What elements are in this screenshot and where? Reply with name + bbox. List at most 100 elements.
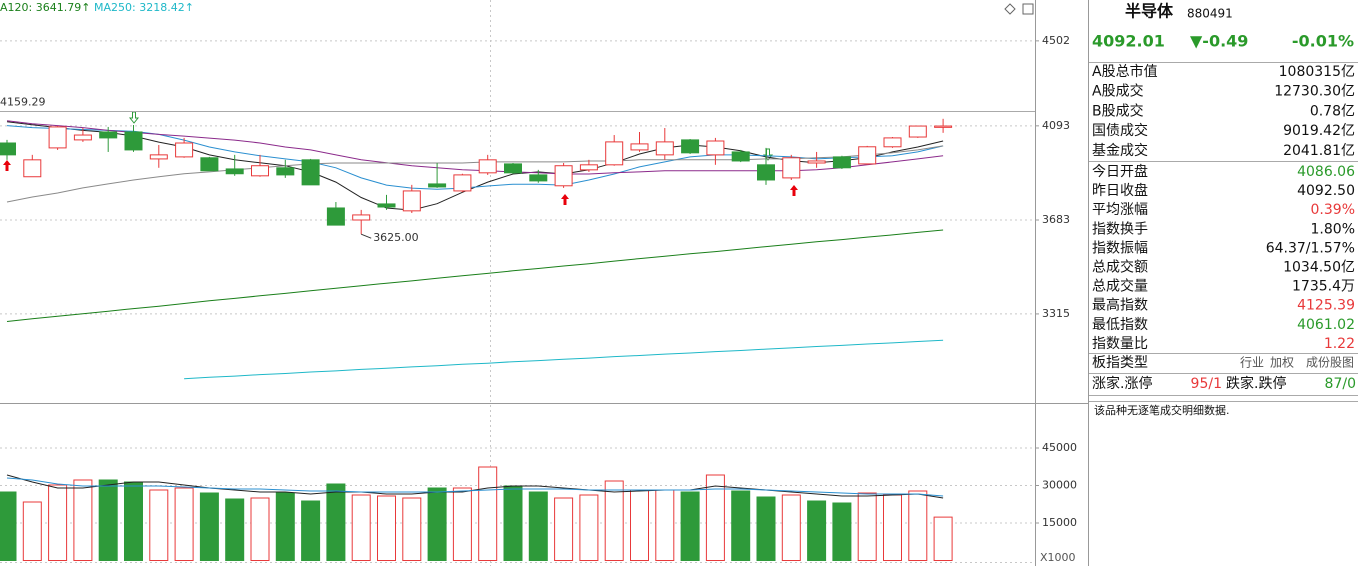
volume-bar (427, 487, 447, 561)
change-pct: -0.01% (1292, 32, 1354, 51)
row-label: 今日开盘 (1092, 163, 1148, 180)
y-tick-label: 30000 (1042, 479, 1077, 492)
volume-bar (680, 491, 700, 561)
volume-bar (857, 492, 877, 561)
candle-body (428, 183, 447, 188)
volume-bar (908, 490, 928, 561)
row-label: 基金成交 (1092, 142, 1148, 159)
row-label: 板指类型 (1092, 355, 1148, 371)
volume-bar (301, 500, 321, 561)
candle-body (377, 203, 396, 208)
row-label: 平均涨幅 (1092, 202, 1148, 218)
volume-bar (174, 487, 194, 561)
row-label: 跌家.跌停 (1226, 375, 1286, 392)
candle-body (73, 134, 92, 141)
candle-body (453, 174, 472, 192)
y-tick-label: 3315 (1042, 307, 1070, 320)
row-value: 4125.39 (1297, 298, 1355, 314)
ma-line (6, 145, 944, 203)
row-label: 总成交量 (1092, 278, 1148, 295)
ma-line (6, 120, 944, 175)
volume-bar (528, 491, 548, 561)
candle-body (807, 160, 826, 164)
ma-line (6, 477, 944, 497)
candle-body (149, 154, 168, 160)
row-value: 1735.4万 (1292, 279, 1355, 295)
volume-bar (98, 479, 118, 561)
candle-body (478, 159, 497, 174)
volume-bar (250, 497, 270, 561)
candle-body (48, 126, 67, 149)
ma-line (184, 339, 944, 380)
volume-bar (883, 494, 902, 561)
row-value: 9019.42亿 (1283, 123, 1355, 139)
ma-line (6, 229, 944, 322)
change: ▼-0.49 (1190, 32, 1248, 51)
candle-body (731, 151, 750, 162)
volume-bar (149, 489, 169, 561)
price-line-label: 4159.29 (0, 96, 46, 109)
candle-body (706, 140, 725, 156)
candle-body (757, 164, 775, 181)
volume-bar (199, 492, 219, 561)
volume-bar (124, 481, 143, 561)
candle-body (529, 174, 548, 182)
row-value: 0.39% (1311, 202, 1355, 218)
volume-bar (604, 480, 624, 561)
candle-body (782, 157, 801, 179)
volume-bar (781, 494, 801, 561)
candle-body (883, 137, 902, 148)
row-label: 最高指数 (1092, 297, 1148, 314)
volume-bar (326, 483, 346, 561)
ma-line (6, 121, 944, 211)
candle-body (630, 143, 649, 151)
row-value: 4061.02 (1297, 317, 1355, 333)
row-label: 指数振幅 (1092, 240, 1148, 256)
row-value: 1.80% (1311, 221, 1355, 237)
volume-bar (377, 495, 396, 561)
row-label: A股成交 (1092, 83, 1144, 100)
board-type[interactable]: 成份股图 (1306, 356, 1354, 370)
board-type[interactable]: 行业 (1240, 356, 1264, 370)
y-tick-label: 3683 (1042, 213, 1070, 226)
volume-bar (503, 485, 523, 561)
row-label: 国债成交 (1092, 122, 1148, 139)
row-value: 4092.50 (1297, 183, 1355, 199)
volume-bar (933, 516, 953, 561)
low-pointer (361, 233, 372, 239)
row-label: 总成交额 (1092, 259, 1148, 276)
volume-bar (655, 489, 675, 561)
candle-body (655, 141, 674, 156)
candle-body (23, 159, 42, 178)
y-tick-label: 45000 (1042, 441, 1077, 454)
volume-bar (478, 466, 498, 561)
row-label: A股总市值 (1092, 63, 1158, 80)
row-label: 指数换手 (1092, 220, 1148, 237)
candle-body (251, 165, 269, 177)
candle-body (326, 207, 345, 226)
volume-bar (73, 479, 93, 561)
info-panel: 半导体 880491 4092.01 ▼-0.49 -0.01% 板指类型 行业… (1092, 2, 1356, 418)
volume-bar (554, 497, 574, 561)
ma-line (6, 125, 944, 190)
row-label: 最低指数 (1092, 317, 1148, 333)
candle-body (352, 214, 371, 221)
candle-body (908, 125, 927, 138)
volume-bar (225, 498, 245, 561)
row-value: 0.78亿 (1310, 103, 1355, 119)
row-label: B股成交 (1092, 102, 1144, 119)
volume-bar (756, 496, 776, 561)
volume-bar (832, 502, 852, 561)
row-value: 1.22 (1324, 336, 1355, 352)
board-type[interactable]: 加权 (1270, 356, 1294, 370)
y-tick-label: 4502 (1042, 34, 1070, 47)
note: 该品种无逐笔成交明细数据. (1094, 403, 1230, 417)
volume-bar (0, 491, 17, 561)
candle-body (225, 168, 244, 175)
volume-bar (731, 490, 751, 561)
candle-body (402, 190, 421, 212)
up-value: 95/1 (1191, 376, 1222, 392)
row-label: 涨家.涨停 (1092, 375, 1152, 392)
volume-bar (579, 494, 599, 561)
